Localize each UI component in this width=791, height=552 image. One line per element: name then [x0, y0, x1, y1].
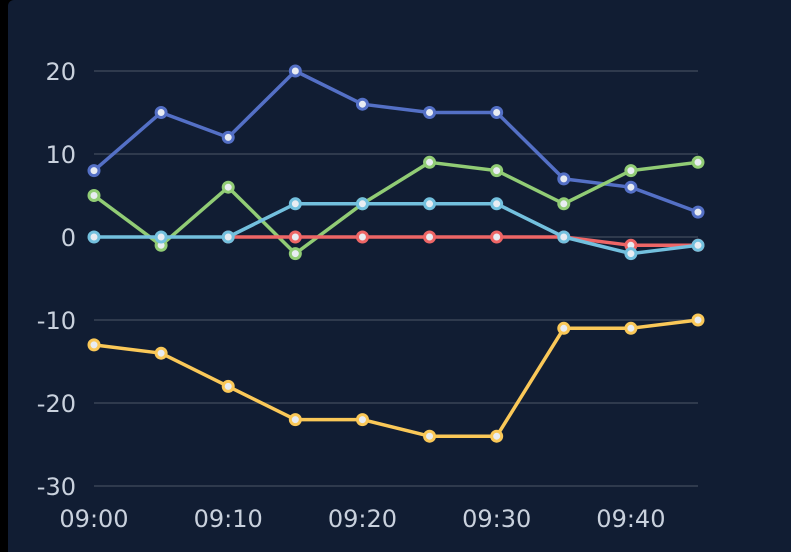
series-4 — [87, 197, 705, 261]
data-point[interactable] — [691, 155, 705, 169]
x-tick-label: 09:00 — [59, 505, 128, 533]
data-point[interactable] — [355, 413, 369, 427]
series-5 — [87, 313, 705, 443]
data-point[interactable] — [221, 230, 235, 244]
series-line — [92, 202, 700, 256]
data-point[interactable] — [221, 379, 235, 393]
series-line — [226, 235, 700, 248]
data-point[interactable] — [423, 230, 437, 244]
y-axis-ticks: 20 10 0 -10 -20 -30 — [37, 58, 76, 501]
chart-panel — [8, 0, 791, 552]
data-point[interactable] — [490, 164, 504, 178]
data-point[interactable] — [355, 97, 369, 111]
data-point[interactable] — [154, 106, 168, 119]
data-point[interactable] — [624, 180, 638, 194]
data-point[interactable] — [221, 130, 235, 144]
data-point[interactable] — [557, 172, 571, 186]
y-tick-label: 20 — [45, 58, 76, 86]
data-point[interactable] — [423, 155, 437, 169]
x-tick-label: 09:20 — [328, 505, 397, 533]
data-point[interactable] — [691, 313, 705, 327]
series-line — [92, 69, 700, 214]
data-point[interactable] — [557, 321, 571, 335]
data-point[interactable] — [423, 106, 437, 119]
data-point[interactable] — [288, 247, 302, 261]
y-tick-label: 0 — [61, 224, 76, 252]
data-point[interactable] — [288, 64, 302, 78]
data-point[interactable] — [87, 189, 101, 202]
data-point[interactable] — [423, 429, 437, 443]
data-point[interactable] — [423, 197, 437, 211]
data-point[interactable] — [557, 197, 571, 211]
data-point[interactable] — [691, 205, 705, 219]
data-point[interactable] — [355, 197, 369, 211]
data-point[interactable] — [691, 238, 705, 252]
grid-layer — [94, 70, 698, 487]
data-point[interactable] — [288, 230, 302, 244]
data-point[interactable] — [490, 106, 504, 119]
series-1 — [87, 64, 705, 219]
series-line — [92, 318, 700, 438]
y-tick-label: -20 — [37, 390, 76, 418]
data-point[interactable] — [490, 230, 504, 244]
data-point[interactable] — [221, 180, 235, 194]
data-point[interactable] — [624, 321, 638, 335]
data-point[interactable] — [624, 164, 638, 178]
data-point[interactable] — [87, 230, 101, 244]
data-point[interactable] — [154, 346, 168, 360]
data-point[interactable] — [87, 338, 101, 352]
data-point[interactable] — [557, 230, 571, 244]
x-tick-label: 09:40 — [596, 505, 665, 533]
y-tick-label: -10 — [37, 307, 76, 335]
x-tick-label: 09:30 — [462, 505, 531, 533]
data-point[interactable] — [87, 164, 101, 178]
data-point[interactable] — [288, 413, 302, 427]
data-point[interactable] — [154, 230, 168, 244]
data-point[interactable] — [490, 197, 504, 211]
y-tick-label: -30 — [37, 473, 76, 501]
data-point[interactable] — [288, 197, 302, 211]
x-axis-ticks: 09:00 09:10 09:20 09:30 09:40 — [59, 505, 665, 533]
series-layer — [87, 64, 705, 443]
y-tick-label: 10 — [45, 141, 76, 169]
series-line — [92, 160, 700, 256]
data-point[interactable] — [624, 247, 638, 261]
data-point[interactable] — [355, 230, 369, 244]
x-tick-label: 09:10 — [194, 505, 263, 533]
data-point[interactable] — [490, 429, 504, 443]
